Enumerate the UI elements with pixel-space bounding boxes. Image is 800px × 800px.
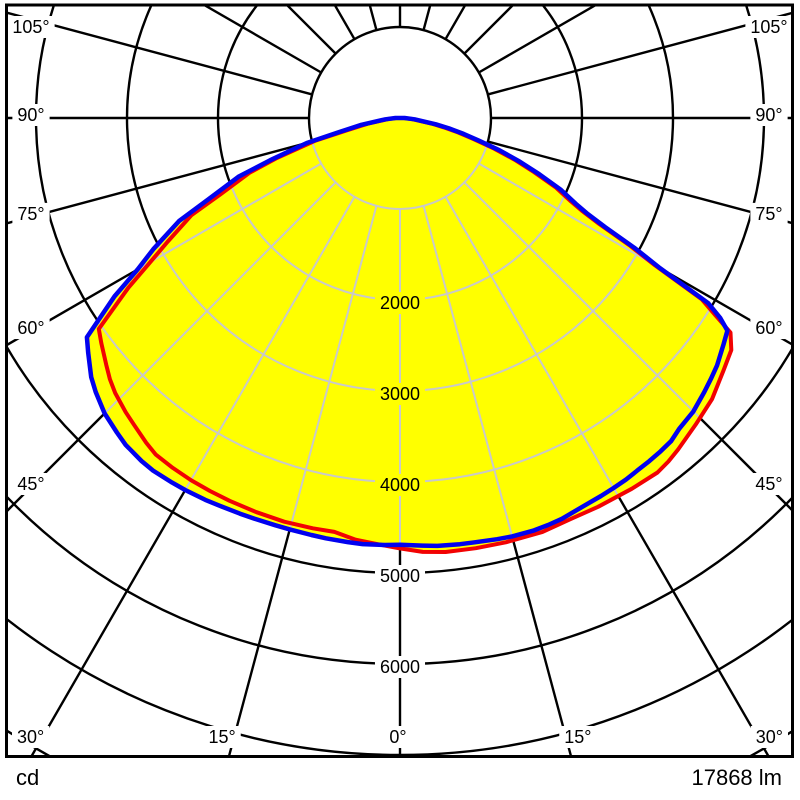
intensity-fill xyxy=(86,118,732,552)
svg-text:15°: 15° xyxy=(209,727,236,747)
svg-text:2000: 2000 xyxy=(380,293,420,313)
svg-text:105°: 105° xyxy=(12,17,49,37)
svg-text:15°: 15° xyxy=(564,727,591,747)
svg-text:45°: 45° xyxy=(17,474,44,494)
svg-text:6000: 6000 xyxy=(380,657,420,677)
luminous-flux-label: 17868 lm xyxy=(691,765,782,790)
polar-chart-svg: 2000 3000 4000 5000 6000 0° 15° 15° 30° 30° 45° 45°… xyxy=(5,3,794,758)
plot-border xyxy=(5,3,794,758)
svg-text:4000: 4000 xyxy=(380,475,420,495)
svg-text:75°: 75° xyxy=(755,204,782,224)
svg-text:5000: 5000 xyxy=(380,566,420,586)
svg-text:3000: 3000 xyxy=(380,384,420,404)
svg-text:30°: 30° xyxy=(756,727,783,747)
svg-text:0°: 0° xyxy=(389,727,406,747)
chart-labels: 2000 3000 4000 5000 6000 0° 15° 15° 30° 30° 45° 45°… xyxy=(7,16,793,748)
svg-text:105°: 105° xyxy=(750,17,787,37)
svg-text:30°: 30° xyxy=(17,727,44,747)
svg-text:90°: 90° xyxy=(755,105,782,125)
svg-text:45°: 45° xyxy=(755,474,782,494)
svg-text:60°: 60° xyxy=(755,318,782,338)
svg-text:75°: 75° xyxy=(17,204,44,224)
svg-text:60°: 60° xyxy=(17,318,44,338)
blue-curve xyxy=(84,115,730,549)
unit-label: cd xyxy=(16,765,40,790)
chart-footer: cd 17868 lm xyxy=(0,760,800,796)
svg-text:90°: 90° xyxy=(17,105,44,125)
